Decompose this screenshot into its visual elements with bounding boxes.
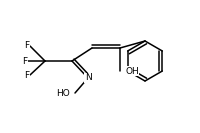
- Text: F: F: [24, 41, 30, 49]
- Text: OH: OH: [125, 66, 139, 76]
- Text: N: N: [85, 74, 91, 82]
- Text: F: F: [24, 70, 30, 80]
- Text: HO: HO: [56, 88, 70, 97]
- Text: F: F: [22, 57, 28, 65]
